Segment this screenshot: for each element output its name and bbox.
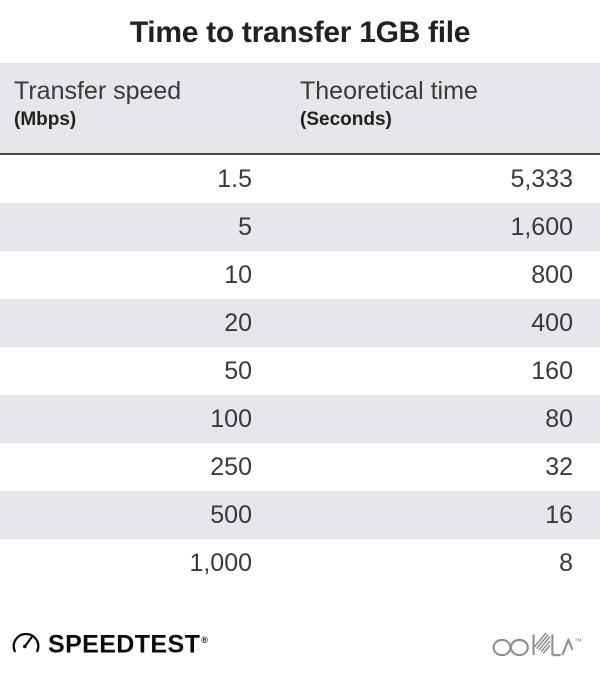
table-row: 1,000 8 [0,539,600,587]
speedometer-gauge-icon [12,628,40,656]
cell-theoretical-time: 80 [545,405,573,433]
table-row: 1.5 5,333 [0,155,600,203]
cell-theoretical-time: 1,600 [510,213,573,241]
column-header-transfer-speed: Transfer speed (Mbps) [14,75,181,133]
cell-theoretical-time: 8 [559,549,573,577]
speedtest-logo: SPEEDTEST® [12,626,208,658]
cell-theoretical-time: 160 [531,357,573,385]
table-header-row: Transfer speed (Mbps) Theoretical time (… [0,63,600,153]
transfer-time-table: Transfer speed (Mbps) Theoretical time (… [0,63,600,587]
column-header-theoretical-time-main: Theoretical time [300,77,478,105]
cell-transfer-speed: 10 [224,261,252,289]
ookla-wordmark-icon [491,630,573,658]
cell-transfer-speed: 1,000 [189,549,252,577]
cell-theoretical-time: 800 [531,261,573,289]
cell-theoretical-time: 400 [531,309,573,337]
table-row: 5 1,600 [0,203,600,251]
table-row: 250 32 [0,443,600,491]
speedtest-trademark-symbol: ® [201,635,209,645]
cell-transfer-speed: 250 [210,453,252,481]
cell-transfer-speed: 20 [224,309,252,337]
page-title: Time to transfer 1GB file [129,16,471,49]
speedtest-wordmark: SPEEDTEST® [48,626,208,658]
cell-transfer-speed: 100 [210,405,252,433]
table-row: 10 800 [0,251,600,299]
table-row: 50 160 [0,347,600,395]
column-header-transfer-speed-main: Transfer speed [14,77,182,105]
cell-transfer-speed: 500 [210,501,252,529]
cell-theoretical-time: 16 [545,501,573,529]
table-row: 500 16 [0,491,600,539]
cell-theoretical-time: 5,333 [510,165,573,193]
cell-transfer-speed: 5 [238,213,252,241]
ookla-logo: ™ [491,630,582,658]
table-row: 20 400 [0,299,600,347]
table-row: 100 80 [0,395,600,443]
cell-transfer-speed: 1.5 [217,165,252,193]
table-body: 1.5 5,333 5 1,600 10 800 20 400 50 160 1… [0,155,600,587]
cell-transfer-speed: 50 [224,357,252,385]
speedtest-wordmark-text: SPEEDTEST [48,630,201,659]
cell-theoretical-time: 32 [545,453,573,481]
footer: SPEEDTEST® [0,612,600,677]
ookla-trademark-symbol: ™ [574,637,582,646]
header-divider [0,153,600,155]
column-header-transfer-speed-unit: (Mbps) [14,109,77,130]
column-header-theoretical-time: Theoretical time (Seconds) [300,75,478,133]
column-header-theoretical-time-unit: (Seconds) [300,109,392,130]
